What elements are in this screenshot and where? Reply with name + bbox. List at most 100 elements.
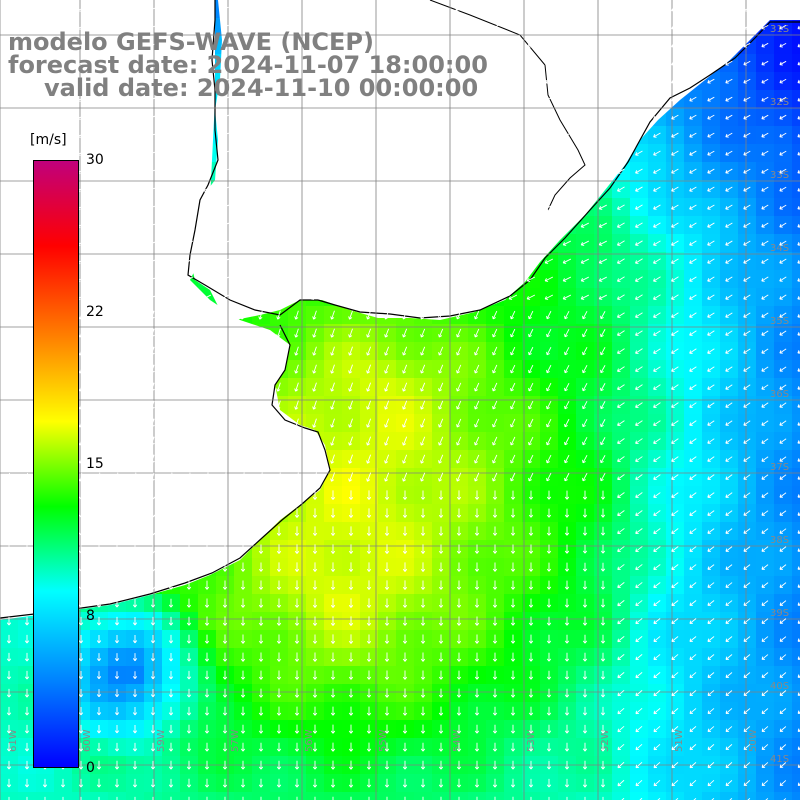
wind-arrow <box>526 204 535 210</box>
wind-arrow <box>222 310 227 320</box>
wind-arrow <box>707 780 715 787</box>
wind-arrow <box>582 580 588 590</box>
wind-arrow <box>221 96 229 102</box>
wind-arrow <box>348 418 353 428</box>
wind-arrow <box>653 456 661 462</box>
wind-arrow <box>5 78 13 84</box>
wind-arrow <box>418 186 427 192</box>
wind-arrow <box>635 779 643 787</box>
wind-arrow <box>418 222 428 228</box>
wind-arrow <box>546 562 552 572</box>
wind-arrow <box>184 132 193 138</box>
wind-arrow <box>527 42 535 48</box>
wind-arrow <box>292 114 301 120</box>
wind-arrow <box>186 508 192 518</box>
wind-arrow <box>384 562 390 572</box>
wind-arrow <box>330 508 336 518</box>
wind-arrow <box>59 114 67 120</box>
wind-speed-cell <box>252 792 270 800</box>
wind-arrow <box>456 652 462 662</box>
wind-arrow <box>474 490 480 500</box>
wind-arrow <box>4 294 13 300</box>
wind-arrow <box>346 276 356 282</box>
wind-arrow <box>761 672 769 678</box>
wind-arrow <box>240 562 246 572</box>
wind-arrow <box>617 258 625 264</box>
wind-arrow <box>95 114 103 120</box>
wind-arrow <box>689 312 697 318</box>
wind-arrow <box>526 114 535 120</box>
wind-arrow <box>510 472 516 482</box>
wind-arrow <box>797 404 800 408</box>
wind-arrow <box>563 96 571 102</box>
wind-arrow <box>600 670 606 680</box>
wind-arrow <box>510 706 516 716</box>
wind-arrow <box>402 544 408 554</box>
wind-arrow <box>599 6 607 12</box>
wind-arrow <box>564 454 570 464</box>
wind-arrow <box>600 346 606 356</box>
wind-arrow <box>78 778 84 788</box>
wind-arrow <box>707 636 715 642</box>
wind-arrow <box>689 564 697 570</box>
wind-arrow <box>148 222 157 228</box>
wind-arrow <box>562 132 571 138</box>
forecast-date: forecast date: 2024-11-07 18:00:00 <box>8 51 488 79</box>
wind-arrow <box>635 240 643 246</box>
wind-arrow <box>564 670 570 680</box>
wind-arrow <box>402 652 408 662</box>
wind-arrow <box>689 636 697 642</box>
wind-arrow <box>438 382 444 392</box>
wind-arrow <box>150 689 156 698</box>
wind-arrow <box>222 670 228 680</box>
wind-arrow <box>743 708 751 714</box>
wind-arrow <box>150 472 155 482</box>
wind-arrow <box>564 634 570 644</box>
wind-arrow <box>747 798 751 800</box>
wind-arrow <box>510 562 516 572</box>
wind-arrow <box>725 528 733 534</box>
wind-arrow <box>725 366 733 372</box>
wind-arrow <box>635 204 643 210</box>
wind-arrow <box>743 114 751 120</box>
wind-arrow <box>294 706 300 716</box>
wind-arrow <box>598 150 607 156</box>
wind-arrow <box>96 310 101 320</box>
wind-arrow <box>653 150 661 156</box>
wind-arrow <box>78 508 84 518</box>
wind-arrow <box>366 742 372 752</box>
wind-arrow <box>400 276 410 282</box>
wind-arrow <box>59 96 67 102</box>
wind-arrow <box>527 60 535 66</box>
wind-arrow <box>779 654 787 660</box>
wind-arrow <box>455 6 463 12</box>
wind-arrow <box>148 186 157 192</box>
wind-arrow <box>186 724 192 734</box>
wind-arrow <box>743 672 751 678</box>
wind-arrow <box>761 690 769 696</box>
wind-arrow <box>314 796 316 800</box>
wind-arrow <box>454 276 464 282</box>
wind-arrow <box>797 476 800 480</box>
wind-arrow <box>62 796 64 800</box>
wind-arrow <box>761 528 769 534</box>
wind-arrow <box>440 796 442 800</box>
wind-arrow <box>24 472 29 482</box>
wind-arrow <box>635 474 643 480</box>
wind-arrow <box>509 6 517 12</box>
wind-arrow <box>384 544 390 554</box>
wind-arrow <box>761 60 769 66</box>
wind-arrow <box>653 582 661 588</box>
wind-arrow <box>544 168 553 174</box>
wind-arrow <box>473 42 481 48</box>
wind-arrow <box>256 294 266 300</box>
wind-arrow <box>707 24 715 30</box>
wind-arrow <box>418 294 428 300</box>
wind-arrow <box>150 544 156 554</box>
wind-arrow <box>96 778 102 788</box>
wind-arrow <box>382 240 392 246</box>
wind-speed-cell <box>792 288 800 306</box>
wind-arrow <box>617 24 625 30</box>
wind-arrow <box>168 580 174 590</box>
wind-arrow <box>132 616 138 626</box>
